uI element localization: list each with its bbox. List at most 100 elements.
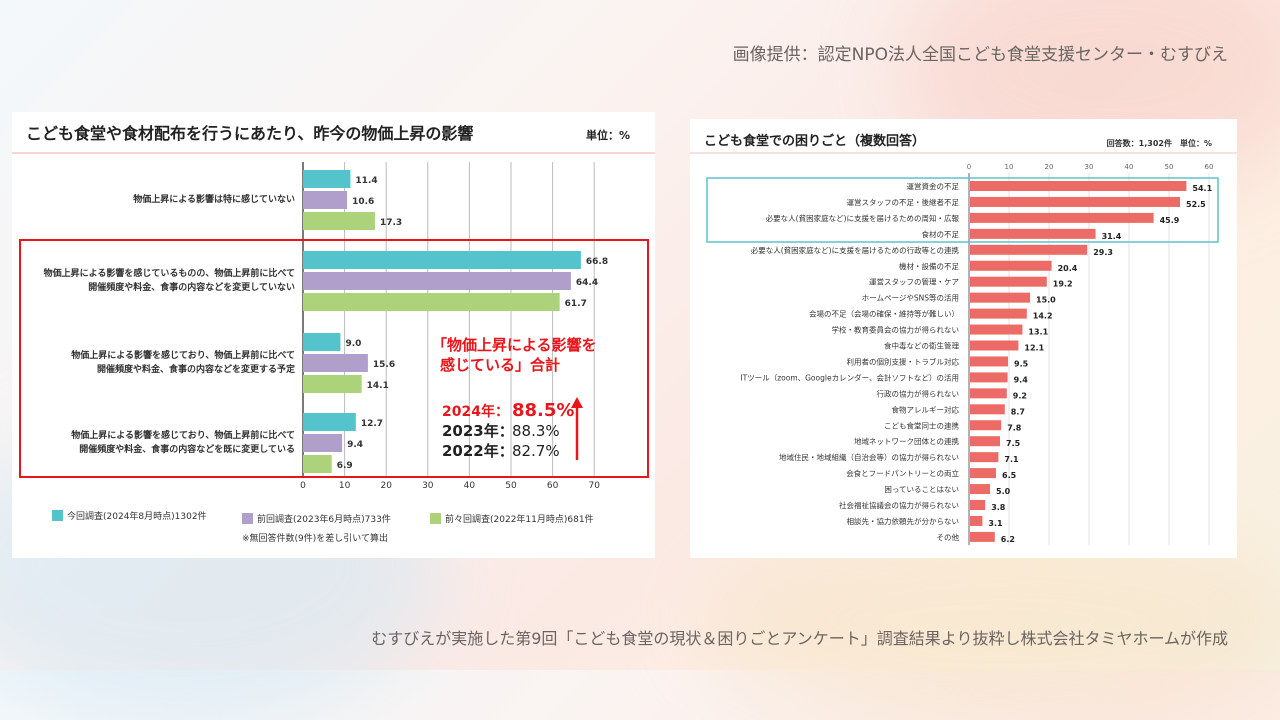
bar (970, 276, 1047, 287)
bar-value-label: 45.9 (1160, 216, 1180, 225)
bar-value-label: 31.4 (1102, 232, 1122, 241)
highlight-box (706, 177, 1219, 243)
legend-label: 前回調査(2023年6月時点)733件 (257, 513, 391, 525)
bar (303, 272, 571, 290)
category-label: 物価上昇による影響を感じており、物価上昇前に比べて (71, 429, 295, 441)
bar-value-label: 7.5 (1006, 439, 1021, 448)
x-tick-label: 10 (339, 481, 351, 491)
footer-caption: むすびえが実施した第9回「こども食堂の現状＆困りごとアンケート」調査結果より抜粋… (371, 629, 1228, 648)
legend-swatch (430, 513, 441, 524)
bar (970, 436, 1000, 447)
x-tick-label: 0 (300, 481, 306, 491)
legend-label: 前々回調査(2022年11月時点)681件 (445, 513, 594, 525)
bar-value-label: 9.4 (347, 440, 363, 450)
bar (970, 531, 995, 542)
bar (303, 170, 351, 188)
x-tick-label: 60 (1205, 163, 1214, 171)
bar (303, 375, 362, 393)
bar-value-label: 12.1 (1024, 344, 1044, 353)
bar-value-label: 17.3 (380, 218, 402, 228)
category-label: 食材の不足 (922, 229, 960, 239)
bar (303, 413, 356, 431)
callout-value: 82.7% (512, 442, 560, 460)
bar-value-label: 66.8 (586, 257, 608, 267)
bar-value-label: 14.1 (367, 381, 389, 391)
category-label: 運営資金の不足 (907, 181, 960, 191)
legend-swatch (52, 510, 63, 521)
bar-value-label: 61.7 (565, 299, 587, 309)
bar-value-label: 12.7 (361, 419, 383, 429)
bar-value-label: 5.0 (996, 487, 1011, 496)
bar (970, 372, 1008, 383)
category-label: こども食堂同士の連携 (884, 420, 959, 430)
chart-title: こども食堂や食材配布を行うにあたり、昨今の物価上昇の影響 (26, 124, 473, 143)
bar (970, 260, 1052, 271)
bar-value-label: 64.4 (576, 278, 598, 288)
bar (970, 484, 990, 495)
x-tick-label: 50 (505, 481, 517, 491)
category-label: 開催頻度や料金、食事の内容などを変更する予定 (97, 363, 296, 375)
bar (970, 181, 1187, 191)
bar (970, 515, 983, 526)
category-label: 必要な人(貧困家庭など)に支援を届けるための周知・広報 (766, 213, 960, 223)
callout-value: 88.5% (512, 400, 574, 421)
bar (970, 404, 1005, 415)
category-label: 機材・設備の不足 (899, 261, 959, 271)
highlight-box (19, 239, 649, 478)
bar (303, 293, 560, 311)
x-tick-label: 10 (1005, 163, 1014, 171)
category-label: 行政の協力が得られない (877, 388, 960, 398)
callout-year: 2024年： (442, 403, 509, 420)
bar (970, 196, 1180, 207)
bar-value-label: 20.4 (1058, 264, 1078, 273)
footnote: ※無回答件数(9件)を差し引いて算出 (242, 532, 388, 544)
category-label: 物価上昇による影響を感じており、物価上昇前に比べて (71, 349, 295, 361)
category-label: その他 (937, 532, 960, 542)
x-tick-label: 20 (380, 481, 392, 491)
legend-label: 今回調査(2024年8月時点)1302件 (67, 510, 207, 522)
bar-value-label: 3.1 (988, 519, 1003, 528)
bar (970, 244, 1088, 255)
x-tick-label: 20 (1045, 163, 1054, 171)
bar (303, 191, 348, 209)
callout-year: 2023年： (442, 422, 514, 440)
bar (970, 420, 1002, 431)
x-tick-label: 40 (464, 481, 476, 491)
category-label: 必要な人(貧困家庭など)に支援を届けるための行政等との連携 (751, 245, 960, 255)
bar (303, 434, 343, 452)
bar (970, 228, 1096, 239)
bar (970, 356, 1008, 367)
price-impact-chart: こども食堂や食材配布を行うにあたり、昨今の物価上昇の影響 単位：% 0 10 20 30 4… (12, 124, 655, 544)
category-label: 利用者の個別支援・トラブル対応 (847, 356, 960, 366)
bar-value-label: 15.0 (1036, 296, 1056, 305)
category-label: 相談先・協力依頼先が分からない (847, 516, 960, 526)
bar (970, 212, 1154, 223)
x-tick-label: 30 (422, 481, 434, 491)
up-arrow-icon (571, 397, 583, 408)
category-label: 社会福祉協議会の協力が得られない (839, 500, 959, 510)
category-label: 学校・教育委員会の協力が得られない (832, 325, 960, 335)
callout-title: 「物価上昇による影響を (432, 336, 597, 354)
bar-value-label: 6.9 (337, 461, 353, 471)
bar-value-label: 15.6 (373, 360, 395, 370)
bar (970, 468, 996, 479)
bar (970, 340, 1019, 351)
category-label: 食中毒などの衛生管理 (884, 341, 959, 351)
category-label: 物価上昇による影響は特に感じていない (133, 193, 295, 205)
x-tick-label: 60 (547, 481, 559, 491)
bar-value-label: 19.2 (1053, 280, 1073, 289)
bar-value-label: 54.1 (1192, 184, 1212, 193)
bar-value-label: 6.2 (1001, 535, 1015, 544)
bar-value-label: 7.1 (1004, 455, 1019, 464)
category-label: 開催頻度や料金、食事の内容などを既に変更している (79, 443, 295, 455)
bar-value-label: 9.4 (1014, 375, 1029, 384)
category-label: 運営スタッフの不足・後継者不足 (847, 197, 960, 207)
bar (970, 452, 999, 463)
unit-label: 単位：% (586, 128, 630, 142)
bar-value-label: 9.2 (1013, 391, 1027, 400)
x-tick-label: 40 (1125, 163, 1134, 171)
callout-title: 感じている」合計 (440, 356, 560, 374)
bar (303, 455, 332, 473)
legend-swatch (242, 513, 253, 524)
troubles-chart-panel: こども食堂での困りごと（複数回答） 回答数：1,302件 単位：% 0 10 20 30 4… (690, 119, 1237, 558)
